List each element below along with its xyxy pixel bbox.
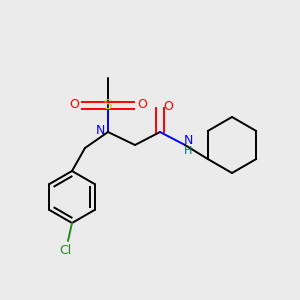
Text: S: S (103, 98, 112, 112)
Text: O: O (137, 98, 147, 112)
Text: O: O (69, 98, 79, 112)
Text: O: O (163, 100, 173, 112)
Text: N: N (183, 134, 193, 146)
Text: Cl: Cl (59, 244, 71, 257)
Text: H: H (184, 146, 192, 156)
Text: N: N (95, 124, 105, 136)
